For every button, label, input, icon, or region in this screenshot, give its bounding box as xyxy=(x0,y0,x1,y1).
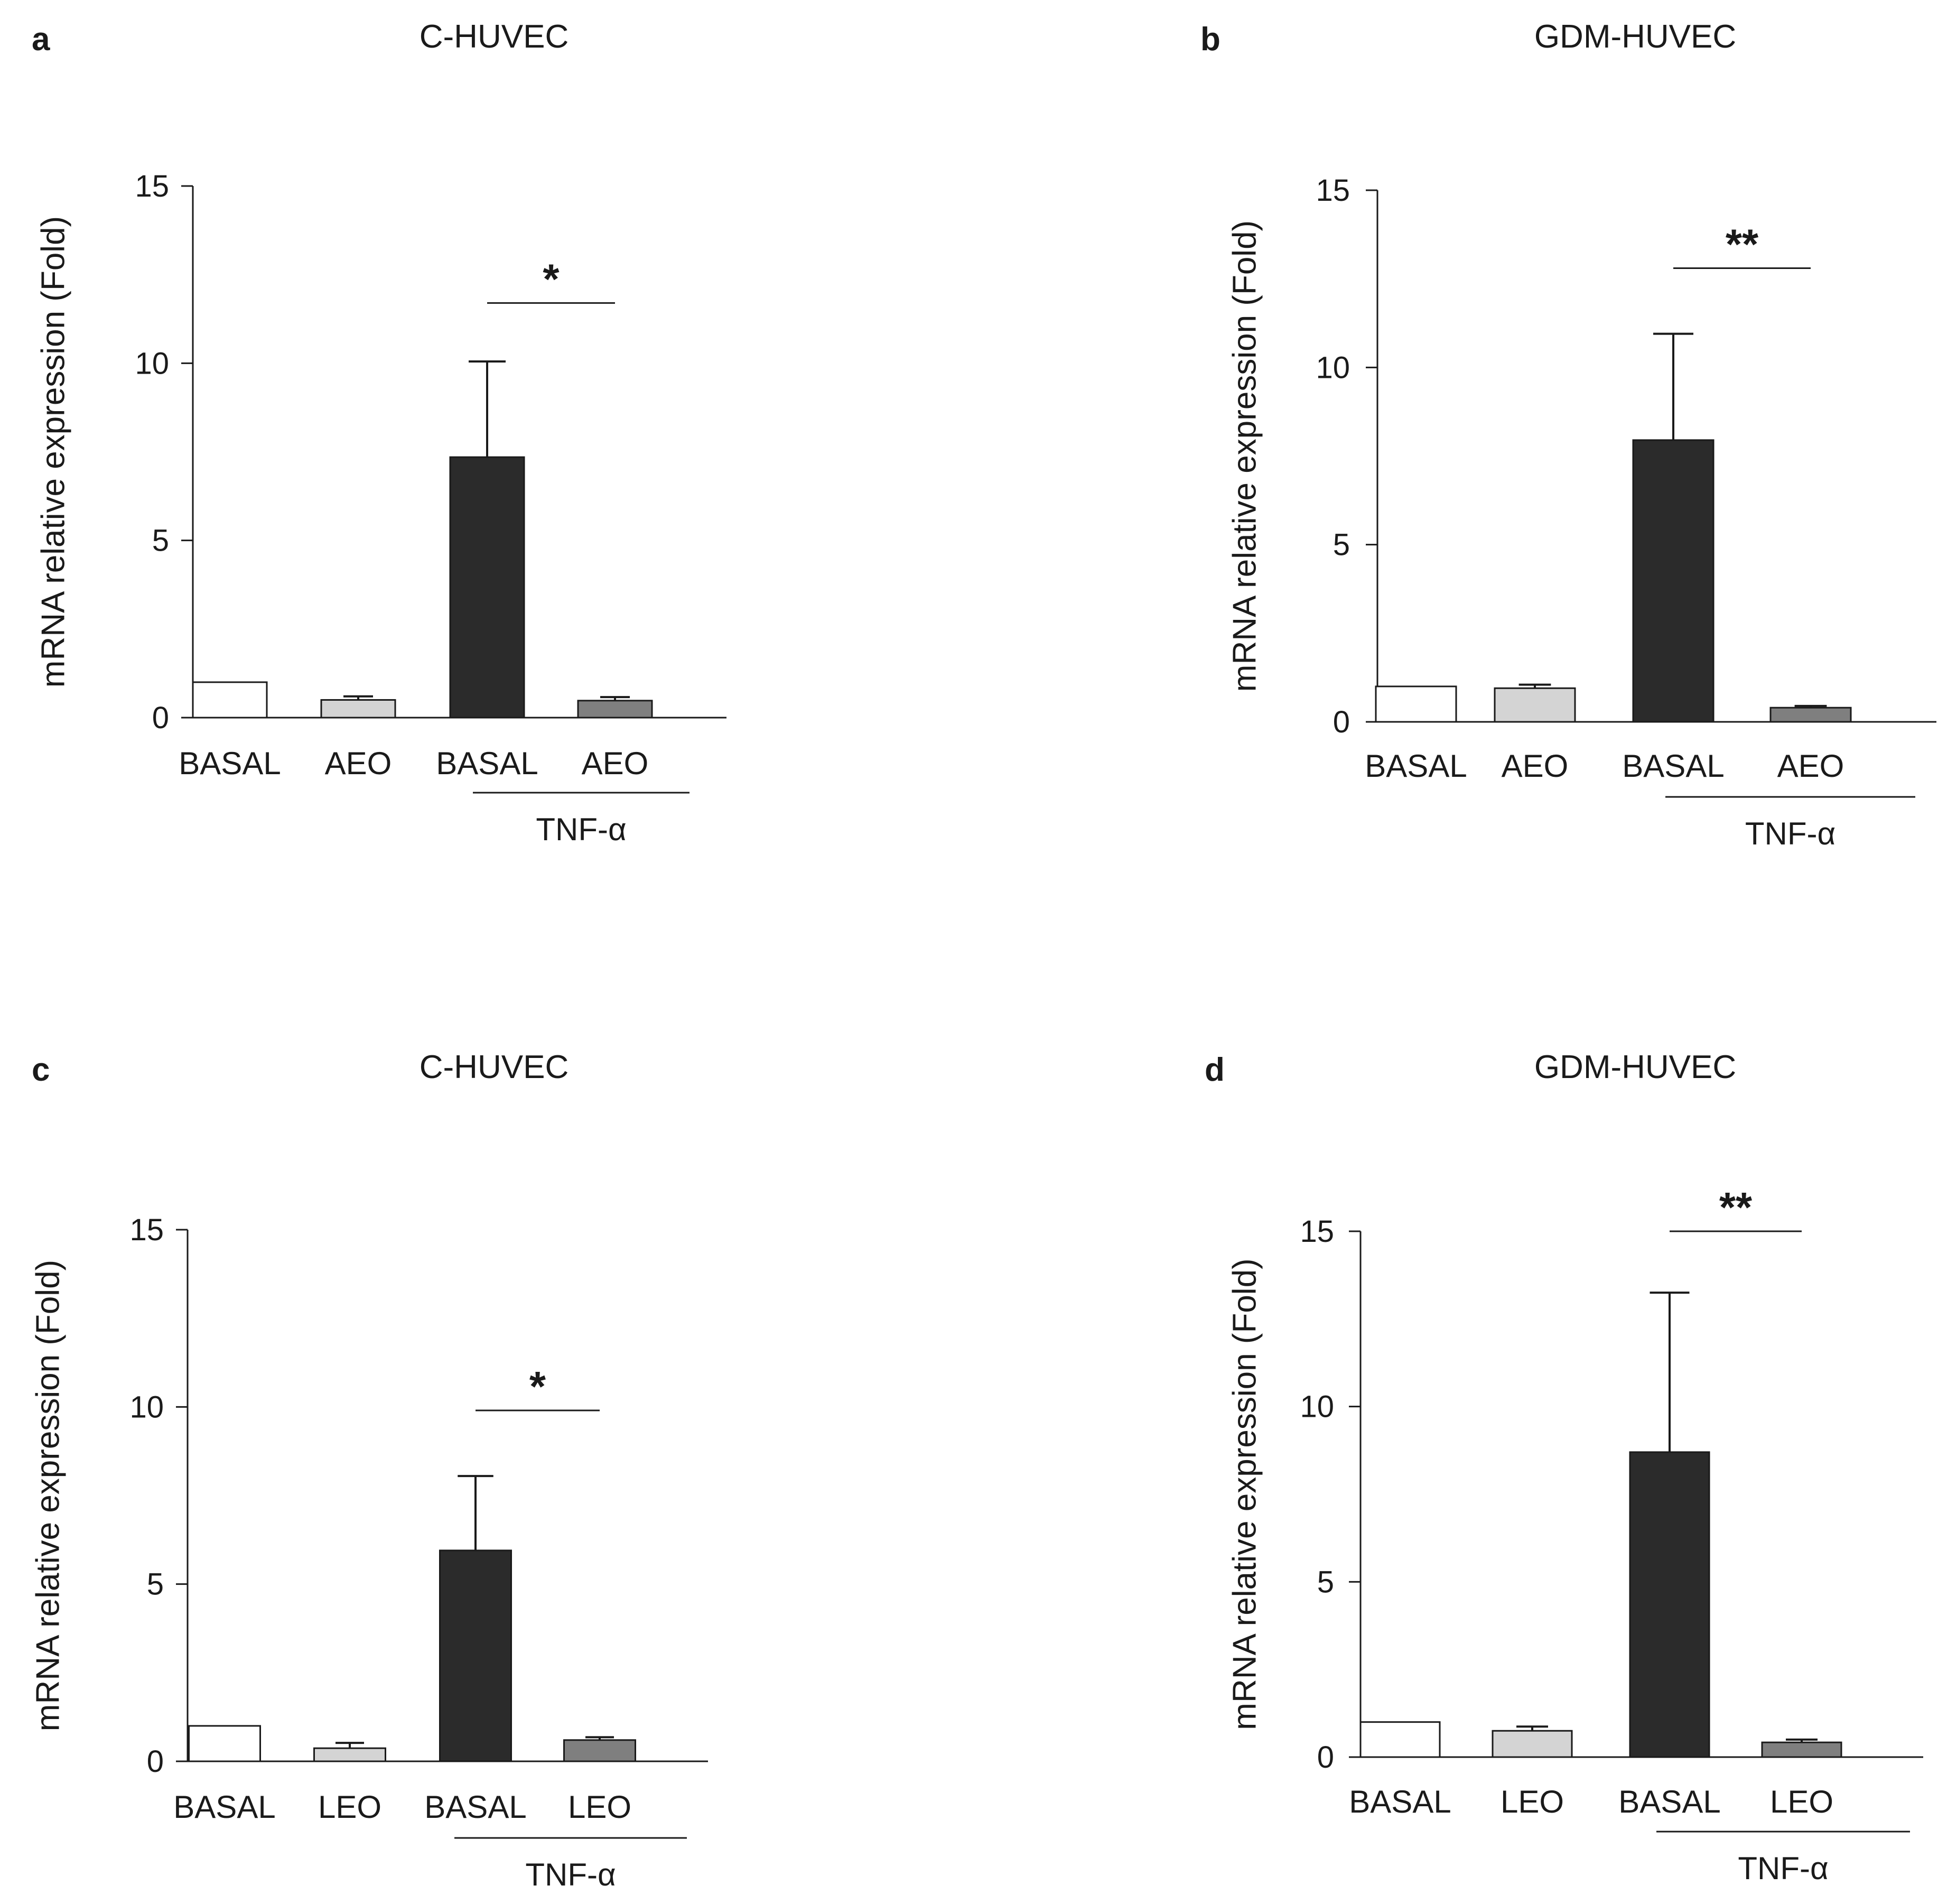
y-tick-label: 0 xyxy=(1333,705,1350,739)
bar-3 xyxy=(1632,439,1715,723)
y-tick-label: 0 xyxy=(152,701,169,735)
group-label: TNF-α xyxy=(1738,1851,1828,1886)
category-label: BASAL xyxy=(1349,1784,1451,1819)
panel-title: GDM-HUVEC xyxy=(1534,18,1736,55)
bar-3 xyxy=(1629,1451,1710,1758)
y-tick-label: 10 xyxy=(1316,350,1350,385)
y-axis-label: mRNA relative expression (Fold) xyxy=(30,1260,66,1731)
category-label: AEO xyxy=(1777,748,1844,784)
panel-d: d GDM-HUVEC mRNA relative expression (Fold… xyxy=(1205,1049,1923,1886)
bar-2 xyxy=(1494,687,1576,723)
significance-marker: * xyxy=(529,1363,546,1410)
panel-letter: b xyxy=(1200,21,1220,58)
bar-3 xyxy=(449,456,525,719)
bar-2 xyxy=(313,1747,386,1762)
significance-marker: ** xyxy=(1719,1184,1753,1231)
y-tick-label: 10 xyxy=(129,1390,164,1424)
bar-4 xyxy=(1761,1741,1842,1758)
category-label: BASAL xyxy=(173,1789,275,1825)
category-label: AEO xyxy=(1502,748,1569,784)
bar-1 xyxy=(1375,685,1457,723)
category-label: BASAL xyxy=(1618,1784,1720,1819)
bar-2 xyxy=(320,699,396,719)
y-tick-label: 5 xyxy=(152,524,169,558)
panel-title: GDM-HUVEC xyxy=(1534,1049,1736,1085)
y-tick-label: 15 xyxy=(135,169,169,203)
panel-c: c C-HUVEC mRNA relative expression (Fold) 0… xyxy=(30,1049,708,1892)
bar-1 xyxy=(188,1725,261,1762)
panel-a: a C-HUVEC mRNA relative expression (Fold) 0… xyxy=(32,18,726,847)
panel-title: C-HUVEC xyxy=(420,18,569,55)
bar-4 xyxy=(1769,707,1852,723)
panel-letter: d xyxy=(1205,1052,1225,1088)
significance-marker: ** xyxy=(1726,221,1759,268)
category-label: AEO xyxy=(582,746,649,781)
significance-marker: * xyxy=(543,255,560,302)
bar-4 xyxy=(563,1739,636,1762)
category-label: AEO xyxy=(325,746,392,781)
y-axis-label: mRNA relative expression (Fold) xyxy=(1226,1258,1263,1730)
group-label: TNF-α xyxy=(1745,816,1835,851)
bar-1 xyxy=(1359,1721,1441,1758)
panel-letter: c xyxy=(32,1052,50,1088)
category-label: BASAL xyxy=(424,1789,526,1825)
y-tick-label: 15 xyxy=(1316,173,1350,208)
category-label: LEO xyxy=(1501,1784,1564,1819)
y-tick-label: 10 xyxy=(135,346,169,380)
category-label: BASAL xyxy=(436,746,538,781)
category-label: BASAL xyxy=(1365,748,1467,784)
y-tick-label: 0 xyxy=(1317,1740,1334,1775)
bar-1 xyxy=(192,681,268,719)
group-label: TNF-α xyxy=(536,812,626,847)
category-label: BASAL xyxy=(1622,748,1724,784)
y-tick-label: 10 xyxy=(1300,1390,1334,1424)
y-tick-label: 15 xyxy=(1300,1214,1334,1249)
bar-3 xyxy=(439,1549,512,1762)
y-tick-label: 5 xyxy=(1333,528,1350,562)
category-label: LEO xyxy=(568,1789,631,1825)
bar-4 xyxy=(577,700,653,719)
category-label: LEO xyxy=(318,1789,381,1825)
category-label: BASAL xyxy=(179,746,281,781)
category-label: LEO xyxy=(1770,1784,1833,1819)
panel-title: C-HUVEC xyxy=(420,1049,569,1085)
y-axis-label: mRNA relative expression (Fold) xyxy=(35,216,71,688)
panel-letter: a xyxy=(32,21,50,58)
bar-2 xyxy=(1492,1730,1573,1758)
y-tick-label: 15 xyxy=(129,1213,164,1247)
y-tick-label: 5 xyxy=(147,1567,164,1602)
panel-b: b GDM-HUVEC mRNA relative expression (Fold… xyxy=(1200,18,1936,851)
y-axis-label: mRNA relative expression (Fold) xyxy=(1226,220,1263,692)
group-label: TNF-α xyxy=(525,1857,616,1892)
y-tick-label: 0 xyxy=(147,1744,164,1779)
y-tick-label: 5 xyxy=(1317,1565,1334,1599)
